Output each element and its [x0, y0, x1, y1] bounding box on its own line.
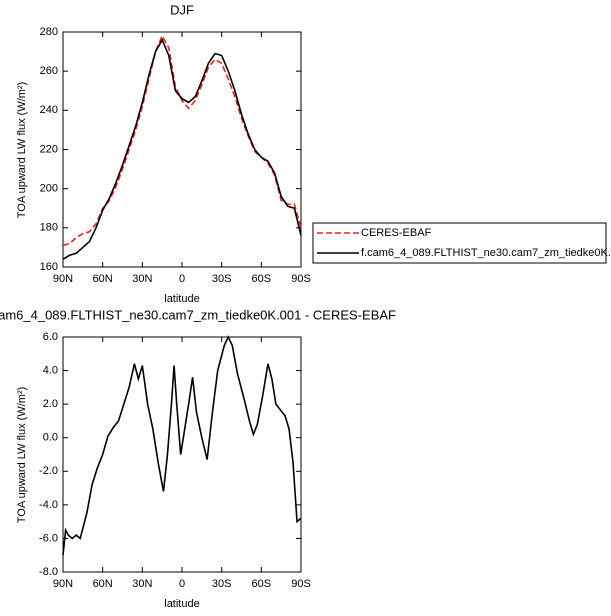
x-tick-label: 30N — [132, 578, 152, 590]
chart-title: f.cam6_4_089.FLTHIST_ne30.cam7_zm_tiedke… — [0, 307, 396, 322]
y-tick-label: 160 — [40, 261, 58, 273]
x-tick-label: 60S — [252, 578, 272, 590]
x-tick-label: 90S — [291, 273, 311, 285]
series-line — [62, 34, 302, 247]
chart-title: DJF — [170, 2, 194, 17]
y-tick-label: 280 — [40, 26, 58, 38]
x-axis-label: latitude — [164, 598, 199, 610]
x-tick-label: 30S — [212, 578, 232, 590]
y-tick-label: -8.0 — [39, 566, 58, 578]
x-tick-label: 90N — [53, 578, 73, 590]
x-tick-label: 60S — [252, 273, 272, 285]
y-axis-label: TOA upward LW flux (W/m²) — [16, 387, 28, 524]
legend-label: f.cam6_4_089.FLTHIST_ne30.cam7_zm_tiedke… — [361, 247, 611, 259]
y-tick-label: 220 — [40, 143, 58, 155]
x-tick-label: 90S — [291, 578, 311, 590]
y-tick-label: 240 — [40, 104, 58, 116]
y-tick-label: 2.0 — [43, 398, 58, 410]
y-tick-label: 6.0 — [43, 331, 58, 343]
y-tick-label: 260 — [40, 65, 58, 77]
plot-frame — [62, 31, 302, 268]
plot-frame — [62, 336, 302, 573]
legend-label: CERES-EBAF — [361, 227, 432, 239]
y-axis-label: TOA upward LW flux (W/m²) — [16, 82, 28, 219]
x-tick-label: 30S — [212, 273, 232, 285]
y-tick-label: -4.0 — [39, 499, 58, 511]
series-line — [62, 335, 302, 556]
y-tick-label: 0.0 — [43, 432, 58, 444]
y-tick-label: 180 — [40, 222, 58, 234]
x-tick-label: 30N — [132, 273, 152, 285]
legend-box — [312, 222, 607, 264]
y-tick-label: 200 — [40, 183, 58, 195]
x-tick-label: 90N — [53, 273, 73, 285]
x-tick-label: 60N — [93, 273, 113, 285]
y-tick-label: 4.0 — [43, 364, 58, 376]
y-tick-label: -6.0 — [39, 532, 58, 544]
y-tick-label: -2.0 — [39, 465, 58, 477]
x-axis-label: latitude — [164, 293, 199, 305]
x-tick-label: 0 — [179, 273, 185, 285]
x-tick-label: 60N — [93, 578, 113, 590]
x-tick-label: 0 — [179, 578, 185, 590]
series-line — [62, 38, 302, 260]
